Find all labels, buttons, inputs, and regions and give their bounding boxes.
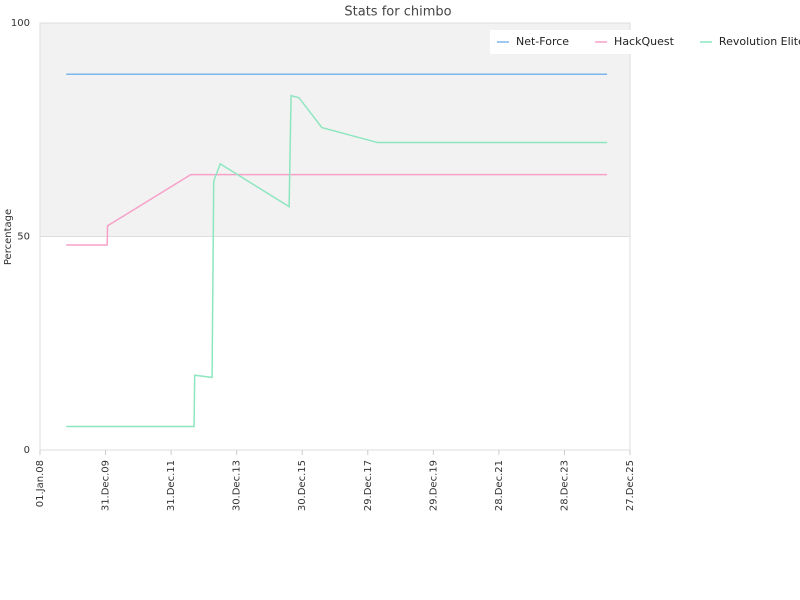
x-tick-label: 31.Dec.09: [101, 460, 112, 511]
legend-label: Net-Force: [516, 35, 569, 48]
legend-box: [490, 30, 790, 54]
y-tick-label: 100: [11, 18, 30, 29]
x-tick-label: 30.Dec.13: [232, 460, 243, 511]
x-tick-label: 31.Dec.11: [166, 460, 177, 511]
series-line: [66, 94, 608, 428]
legend-label: HackQuest: [614, 35, 675, 48]
x-tick-label: 29.Dec.17: [363, 460, 374, 511]
x-tick-label: 30.Dec.15: [297, 460, 308, 511]
plot-band: [40, 23, 630, 237]
x-tick-label: 27.Dec.25: [625, 460, 636, 511]
x-tick-label: 28.Dec.23: [559, 460, 570, 511]
series-line: [66, 173, 608, 246]
x-tick-label: 01.Jan.08: [35, 460, 46, 507]
chart-title: Stats for chimbo: [344, 5, 451, 20]
x-tick-label: 28.Dec.21: [494, 460, 505, 511]
legend-label: Revolution Elite: [719, 35, 800, 48]
y-tick-label: 0: [24, 445, 30, 456]
y-tick-label: 50: [17, 232, 30, 243]
y-axis-label: Percentage: [3, 209, 14, 265]
x-tick-label: 29.Dec.19: [428, 460, 439, 511]
